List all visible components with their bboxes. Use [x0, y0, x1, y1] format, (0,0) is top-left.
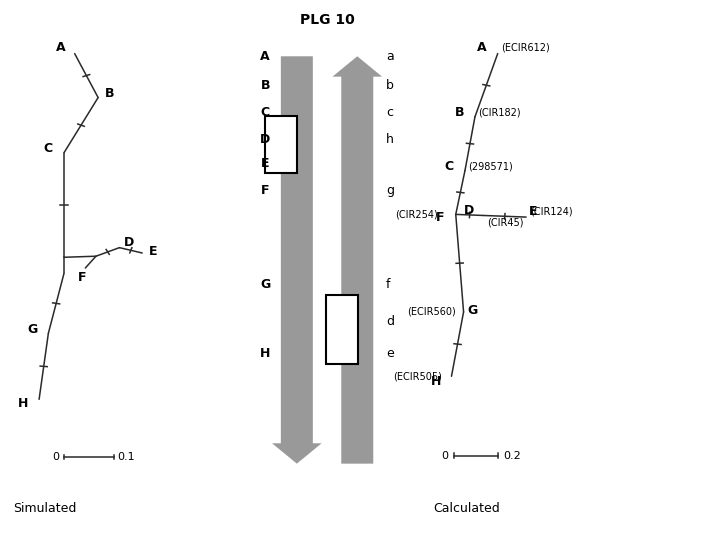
Text: H: H — [18, 397, 28, 410]
Text: A: A — [55, 41, 65, 54]
Text: f: f — [386, 278, 390, 291]
Text: H: H — [260, 347, 270, 360]
Text: C: C — [44, 142, 53, 155]
Text: B: B — [454, 106, 464, 119]
Text: A: A — [260, 50, 270, 63]
Text: D: D — [260, 133, 270, 146]
Text: D: D — [464, 204, 474, 217]
Text: (CIR254): (CIR254) — [395, 210, 438, 219]
Text: (298571): (298571) — [469, 161, 513, 171]
Text: Calculated: Calculated — [434, 502, 501, 515]
FancyArrow shape — [333, 56, 382, 464]
Text: b: b — [386, 79, 394, 92]
Text: (CIR45): (CIR45) — [487, 218, 523, 227]
Text: F: F — [77, 271, 86, 284]
Text: B: B — [260, 79, 270, 92]
Text: d: d — [386, 315, 394, 328]
Text: B: B — [105, 87, 114, 100]
Text: 0: 0 — [52, 452, 59, 461]
Text: 0.2: 0.2 — [503, 451, 520, 460]
Text: 0: 0 — [442, 451, 449, 460]
Bar — [265, 116, 297, 173]
Text: D: D — [124, 236, 134, 249]
Text: h: h — [386, 133, 394, 146]
Text: A: A — [477, 41, 487, 54]
Bar — [326, 295, 358, 364]
Text: C: C — [261, 106, 269, 119]
Text: e: e — [386, 347, 394, 360]
Text: PLG 10: PLG 10 — [299, 13, 355, 27]
Text: C: C — [445, 160, 454, 173]
Text: (CIR182): (CIR182) — [479, 108, 521, 117]
Text: F: F — [436, 211, 444, 224]
Text: G: G — [467, 304, 477, 317]
Text: (ECIR612): (ECIR612) — [501, 42, 550, 52]
Text: H: H — [431, 375, 441, 388]
Text: 0.1: 0.1 — [118, 452, 135, 461]
Text: F: F — [261, 184, 269, 197]
Text: (ECIR505): (ECIR505) — [393, 371, 442, 381]
Text: (ECIR560): (ECIR560) — [407, 307, 456, 317]
Text: E: E — [149, 245, 158, 258]
Text: a: a — [386, 50, 394, 63]
Text: c: c — [386, 106, 393, 119]
Text: Simulated: Simulated — [13, 502, 76, 515]
Text: G: G — [28, 323, 38, 336]
Text: E: E — [529, 205, 538, 218]
Text: G: G — [260, 278, 270, 291]
Text: E: E — [261, 157, 269, 170]
Text: g: g — [386, 184, 394, 197]
FancyArrow shape — [272, 56, 321, 464]
Text: (CIR124): (CIR124) — [530, 207, 572, 217]
